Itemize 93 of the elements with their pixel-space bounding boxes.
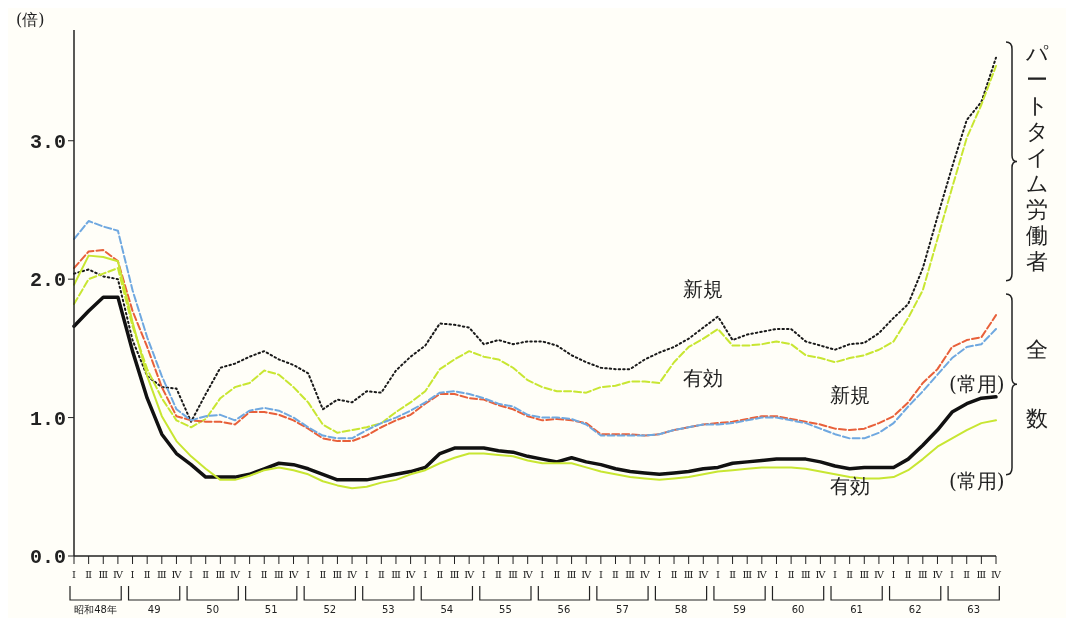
- x-tick-label: Ⅰ: [891, 569, 896, 580]
- x-tick-label: Ⅳ: [932, 569, 944, 580]
- x-tick-label: Ⅳ: [698, 569, 710, 580]
- series-label: 有効: [683, 365, 724, 390]
- x-tick-label: Ⅰ: [130, 569, 135, 580]
- text: 58: [674, 604, 688, 615]
- x-tick-label: Ⅱ: [670, 569, 678, 580]
- text: 56: [557, 604, 571, 615]
- text: 51: [264, 604, 278, 615]
- y-tick-label: 2.0: [29, 269, 66, 293]
- x-tick-label: Ⅲ: [918, 569, 928, 580]
- y-tick-label: 3.0: [29, 130, 66, 154]
- x-tick-label: Ⅳ: [171, 569, 183, 580]
- x-tick-label: Ⅰ: [247, 569, 252, 580]
- text: 59: [733, 604, 746, 615]
- series-label: 新規: [829, 383, 870, 408]
- x-tick-label: Ⅱ: [202, 569, 210, 580]
- series-label: (常用): [948, 469, 1005, 494]
- x-tick-label: Ⅲ: [391, 569, 402, 580]
- x-tick-label: Ⅳ: [112, 569, 124, 580]
- x-tick-label: Ⅳ: [464, 569, 476, 580]
- x-tick-label: Ⅱ: [85, 569, 93, 580]
- x-tick-label: Ⅰ: [833, 569, 838, 580]
- x-tick-label: Ⅲ: [215, 569, 226, 580]
- x-tick-label: Ⅱ: [553, 569, 561, 580]
- x-tick-label: Ⅰ: [306, 569, 311, 580]
- x-tick-label: Ⅳ: [581, 569, 593, 580]
- x-tick-label: Ⅳ: [815, 569, 827, 580]
- x-tick-label: Ⅰ: [72, 569, 77, 580]
- x-tick-label: Ⅳ: [405, 569, 417, 580]
- x-tick-label: Ⅳ: [756, 569, 768, 580]
- text: 全数: [1026, 336, 1048, 432]
- x-tick-label: Ⅱ: [377, 569, 385, 580]
- x-tick-label: Ⅰ: [423, 569, 428, 580]
- x-tick-label: Ⅱ: [436, 569, 444, 580]
- y-tick-label: 0.0: [29, 546, 66, 570]
- text: 61: [850, 604, 863, 615]
- x-tick-label: Ⅱ: [260, 569, 268, 580]
- text: 54: [440, 604, 454, 615]
- x-tick-label: Ⅰ: [481, 569, 486, 580]
- x-tick-label: Ⅳ: [522, 569, 534, 580]
- x-tick-label: Ⅳ: [639, 569, 651, 580]
- text: 63: [967, 604, 981, 615]
- x-tick-label: Ⅲ: [976, 569, 987, 580]
- x-tick-label: Ⅲ: [508, 569, 519, 580]
- x-tick-label: Ⅱ: [963, 569, 971, 580]
- x-tick-label: Ⅲ: [332, 569, 343, 580]
- text: 55: [499, 604, 512, 615]
- text: 52: [323, 604, 337, 615]
- x-tick-label: Ⅲ: [859, 569, 870, 580]
- x-tick-label: Ⅱ: [612, 569, 620, 580]
- text: 57: [616, 604, 629, 615]
- x-tick-label: Ⅲ: [274, 569, 285, 580]
- x-tick-label: Ⅰ: [364, 569, 369, 580]
- x-tick-label: Ⅰ: [189, 569, 194, 580]
- x-tick-label: Ⅲ: [683, 569, 694, 580]
- text: 60: [791, 604, 805, 615]
- x-tick-label: Ⅱ: [319, 569, 327, 580]
- x-tick-label: Ⅲ: [566, 569, 577, 580]
- x-tick-label: Ⅲ: [449, 569, 460, 580]
- y-tick-label: 1.0: [29, 407, 66, 431]
- x-tick-label: Ⅱ: [495, 569, 503, 580]
- x-tick-label: Ⅰ: [774, 569, 779, 580]
- x-tick-label: Ⅰ: [715, 569, 720, 580]
- x-tick-label: Ⅱ: [846, 569, 854, 580]
- text: パートタイム労働者: [1025, 41, 1049, 275]
- x-tick-label: Ⅰ: [598, 569, 603, 580]
- x-tick-label: Ⅳ: [288, 569, 300, 580]
- x-tick-label: Ⅳ: [991, 569, 1002, 580]
- x-tick-label: Ⅰ: [950, 569, 955, 580]
- text: 昭和48年: [74, 604, 117, 615]
- text: 50: [206, 604, 220, 615]
- x-tick-label: Ⅳ: [229, 569, 241, 580]
- x-tick-label: Ⅱ: [787, 569, 795, 580]
- x-tick-label: Ⅱ: [729, 569, 737, 580]
- x-tick-label: Ⅰ: [540, 569, 545, 580]
- x-tick-label: Ⅲ: [156, 569, 167, 580]
- x-tick-label: Ⅲ: [800, 569, 811, 580]
- y-axis-title: (倍): [16, 10, 45, 31]
- x-tick-label: Ⅱ: [904, 569, 912, 580]
- x-tick-label: Ⅰ: [657, 569, 662, 580]
- x-tick-label: Ⅳ: [873, 569, 885, 580]
- x-tick-label: Ⅲ: [625, 569, 636, 580]
- x-tick-label: Ⅳ: [347, 569, 359, 580]
- x-tick-label: Ⅱ: [143, 569, 151, 580]
- text: 53: [381, 604, 395, 615]
- x-tick-label: Ⅲ: [98, 569, 109, 580]
- text: 49: [147, 604, 161, 615]
- text: 62: [908, 604, 922, 615]
- series-label: 新規: [683, 276, 724, 301]
- x-tick-label: Ⅲ: [742, 569, 753, 580]
- series-label: 有効: [829, 473, 870, 498]
- series-label: (常用): [948, 371, 1005, 396]
